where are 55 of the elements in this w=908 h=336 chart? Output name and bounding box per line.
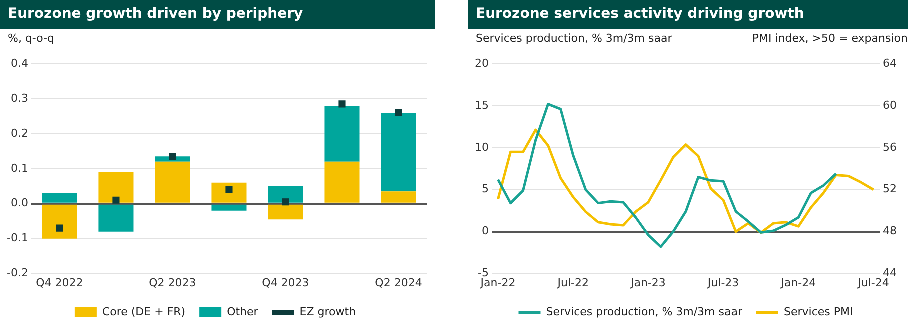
chart-title: Eurozone growth driven by periphery <box>0 0 435 29</box>
point <box>112 196 120 204</box>
legend-label: EZ growth <box>300 305 356 318</box>
y2-tick-label: 56 <box>883 140 898 154</box>
bar <box>212 204 247 211</box>
x-tick-label: Q2 2024 <box>375 276 422 290</box>
bar <box>324 106 360 162</box>
point <box>282 198 290 206</box>
legend-label: Services production, % 3m/3m saar <box>546 305 743 318</box>
point <box>226 186 233 194</box>
y-tick-label: 15 <box>474 98 489 112</box>
x-tick-label: Jan-23 <box>630 276 666 290</box>
bar <box>98 172 134 203</box>
y2-axis-title: PMI index, >50 = expansion <box>752 32 908 45</box>
y-tick-label: 0.0 <box>10 196 28 210</box>
y-tick-label: 0.1 <box>10 162 28 175</box>
point <box>169 153 176 160</box>
y-tick-label: 0.2 <box>10 126 28 140</box>
point <box>56 224 64 232</box>
legend-label: Core (DE + FR) <box>102 305 186 318</box>
bar <box>42 204 78 239</box>
y-axis-title: %, q-o-q <box>8 32 54 45</box>
y-tick-label: -0.1 <box>6 232 28 245</box>
y-tick-label: 5 <box>482 182 489 196</box>
bar <box>381 192 416 203</box>
y-tick-label: 0.3 <box>10 92 28 105</box>
legend-label: Services PMI <box>784 305 854 318</box>
point <box>395 109 402 116</box>
bar <box>324 162 360 203</box>
bar <box>212 182 247 203</box>
x-tick-label: Q2 2023 <box>149 276 196 290</box>
y-tick-label: 10 <box>474 140 489 154</box>
point <box>338 100 346 108</box>
x-tick-label: Jul-23 <box>706 276 740 290</box>
x-tick-label: Q4 2023 <box>262 276 310 290</box>
chart-title: Eurozone services activity driving growth <box>468 0 908 29</box>
y-tick-label: 0 <box>482 224 489 238</box>
y2-tick-label: 60 <box>883 98 898 112</box>
bar <box>381 112 416 192</box>
legend-label: Other <box>227 305 259 318</box>
x-tick-label: Jan-24 <box>780 276 816 290</box>
bar <box>98 204 134 232</box>
x-tick-label: Q4 2022 <box>36 276 84 290</box>
y-tick-label: 0.4 <box>10 56 28 70</box>
y-axis-title: Services production, % 3m/3m saar <box>476 32 672 45</box>
y-tick-label: -0.2 <box>6 266 28 280</box>
bar <box>268 186 304 203</box>
y2-tick-label: 64 <box>883 56 898 70</box>
y-tick-label: 20 <box>474 56 489 70</box>
bar <box>155 162 190 203</box>
y2-tick-label: 48 <box>883 224 898 238</box>
y2-tick-label: 52 <box>883 182 898 196</box>
bar <box>268 204 304 220</box>
bar <box>42 193 78 203</box>
x-tick-label: Jul-22 <box>556 276 589 290</box>
